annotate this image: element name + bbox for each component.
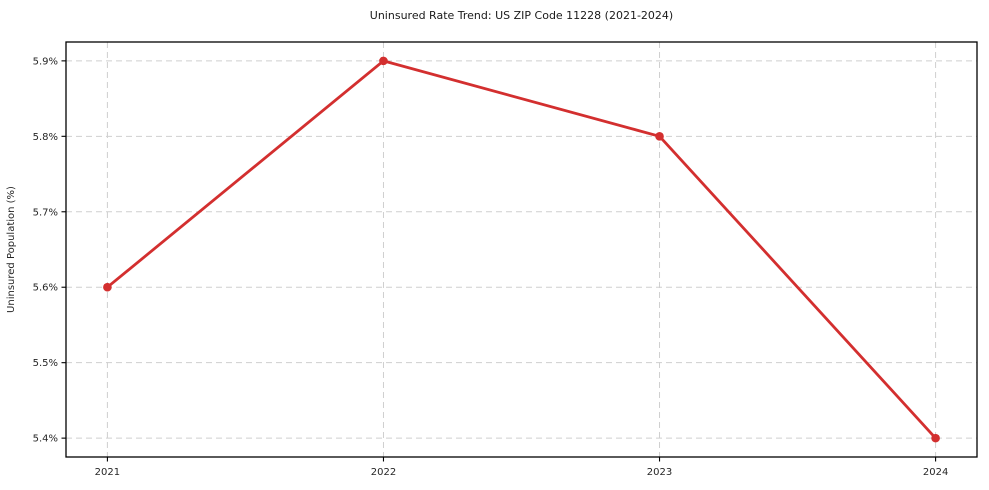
trend-line	[106, 59, 937, 440]
data-point-marker	[379, 56, 388, 66]
y-tick-label: 5.7%	[33, 207, 58, 218]
y-tick-label: 5.6%	[33, 283, 58, 294]
data-point-marker	[931, 433, 940, 443]
x-tick-label: 2021	[95, 467, 120, 478]
x-tick-label: 2023	[647, 467, 672, 478]
y-axis-label: Uninsured Population (%)	[6, 186, 17, 313]
plot-area: 5.4% 5.5% 5.6% 5.7% 5.8% 5.9% 2021 2022 2023 2024	[33, 41, 978, 478]
y-tick-label: 5.4%	[33, 434, 58, 445]
y-tick-label: 5.5%	[33, 358, 58, 369]
data-point-marker	[655, 132, 664, 141]
chart-title: Uninsured Rate Trend: US ZIP Code 11228 …	[370, 9, 673, 22]
x-tick-label: 2022	[371, 467, 396, 478]
axes-border	[65, 41, 978, 458]
y-tick-label: 5.8%	[33, 132, 58, 143]
x-tick-label: 2024	[923, 467, 948, 478]
y-tick-label: 5.9%	[33, 56, 58, 67]
data-point-marker	[103, 282, 112, 292]
